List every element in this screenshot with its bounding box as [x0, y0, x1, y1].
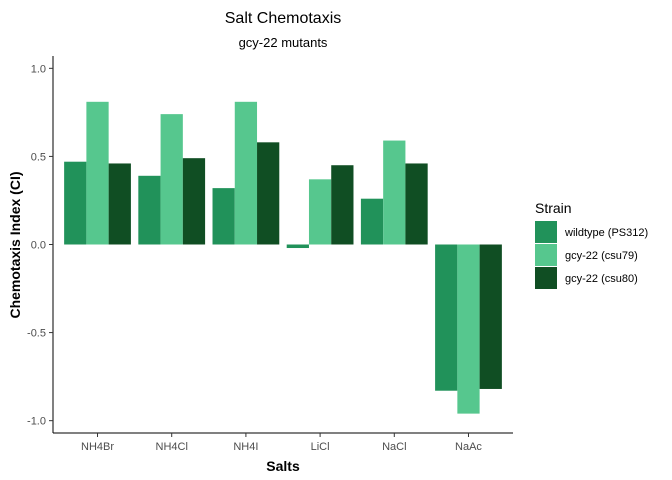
bar-nacl-gcy-22-csu80 [405, 163, 428, 245]
bar-nh4cl-wildtype-ps312 [138, 175, 161, 245]
y-tick-label: -1.0 [27, 416, 46, 428]
y-axis-title: Chemotaxis Index (CI) [7, 171, 23, 318]
x-tick-label: NaAc [455, 441, 482, 453]
bar-nh4i-gcy-22-csu80 [257, 142, 280, 245]
x-axis-ticks: NH4Br NH4Cl NH4I LiCl NaCl NaAc [81, 433, 482, 453]
bar-nacl-wildtype-ps312 [360, 198, 384, 245]
legend-label: gcy-22 (csu80) [565, 273, 638, 285]
y-tick-label: 1.0 [31, 63, 46, 75]
x-tick-label: NaCl [382, 441, 406, 453]
plot-area: 1.0 0.5 0.0 -0.5 -1.0 NH4Br NH4Cl NH4I LiCl NaCl… [27, 56, 513, 453]
chart-subtitle: gcy-22 mutants [239, 35, 328, 50]
bar-licl-gcy-22-csu79 [308, 179, 332, 245]
bar-nh4i-wildtype-ps312 [212, 188, 235, 245]
x-tick-label: NH4Cl [156, 441, 188, 453]
bar-nh4cl-gcy-22-csu79 [160, 114, 183, 245]
bar-licl-gcy-22-csu80 [331, 165, 354, 245]
legend-title: Strain [535, 200, 572, 216]
legend-swatch-wildtype-ps312 [535, 221, 557, 243]
x-tick-label: NH4I [233, 441, 258, 453]
y-tick-label: -0.5 [27, 328, 46, 340]
x-tick-label: NH4Br [81, 441, 114, 453]
y-tick-label: 0.0 [31, 240, 46, 252]
bar-nh4cl-gcy-22-csu80 [182, 158, 206, 245]
x-axis-title: Salts [266, 458, 300, 474]
y-tick-label: 0.5 [31, 151, 46, 163]
legend-swatch-gcy-22-csu80 [535, 267, 557, 289]
bars [64, 101, 502, 414]
bar-naac-gcy-22-csu79 [457, 244, 480, 414]
chart-title: Salt Chemotaxis [225, 10, 342, 27]
bar-nh4br-gcy-22-csu79 [86, 101, 109, 245]
legend: Strain wildtype (PS312) gcy-22 (csu79) gcy… [535, 200, 648, 289]
legend-swatch-gcy-22-csu79 [535, 244, 557, 266]
bar-licl-wildtype-ps312 [286, 244, 309, 249]
bar-nacl-gcy-22-csu79 [383, 140, 406, 245]
bar-nh4br-gcy-22-csu80 [108, 163, 131, 245]
bar-nh4i-gcy-22-csu79 [234, 101, 258, 245]
legend-label: wildtype (PS312) [564, 227, 648, 239]
bar-naac-wildtype-ps312 [435, 244, 458, 391]
legend-label: gcy-22 (csu79) [565, 250, 638, 262]
bar-naac-gcy-22-csu80 [479, 244, 502, 389]
bar-nh4br-wildtype-ps312 [64, 161, 87, 245]
x-tick-label: LiCl [311, 441, 330, 453]
y-axis-ticks: 1.0 0.5 0.0 -0.5 -1.0 [27, 63, 53, 428]
legend-items: wildtype (PS312) gcy-22 (csu79) gcy-22 (cs… [535, 221, 648, 289]
